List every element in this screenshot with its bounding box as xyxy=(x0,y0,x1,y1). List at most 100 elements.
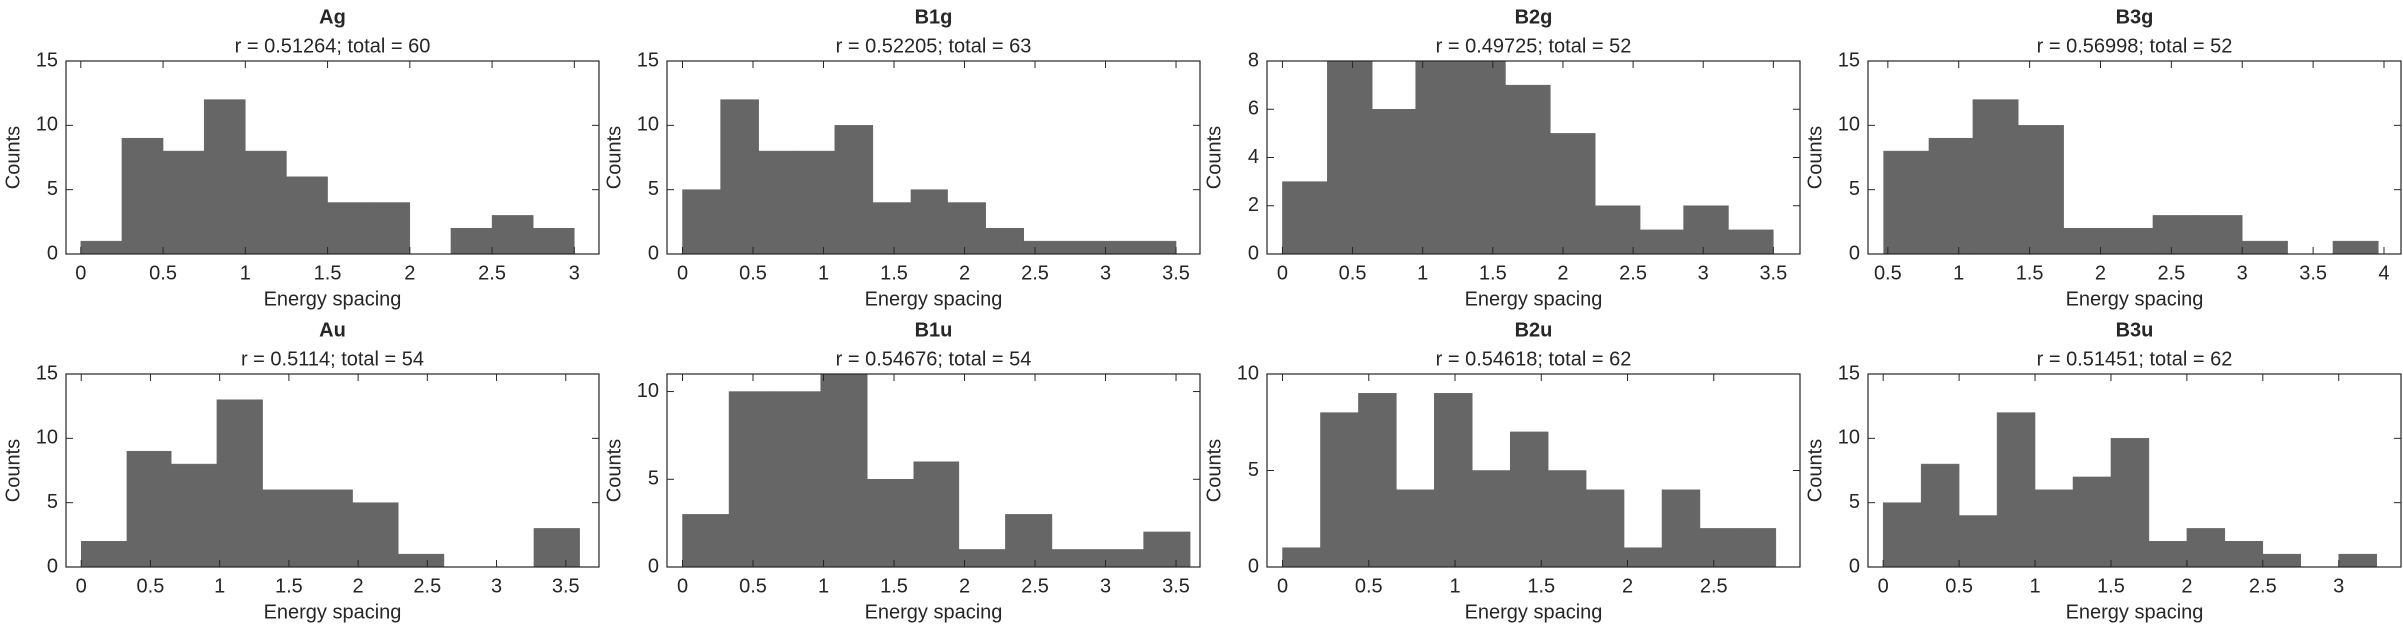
bar xyxy=(2224,541,2264,567)
y-axis-label: Counts xyxy=(1203,439,1225,502)
x-tick-label: 2.5 xyxy=(2157,262,2185,284)
bar xyxy=(1137,240,1177,254)
title: Ag xyxy=(319,6,346,28)
bars xyxy=(682,99,1177,254)
bar xyxy=(1282,181,1328,254)
subplot: 0 0.5 1 1.5 2 2.5 3 3.5 0 5 10 15 Au r = 0.5114; tota… xyxy=(2,319,600,623)
x-tick-label: 3.5 xyxy=(1162,262,1190,284)
subplot: 0 0.5 1 1.5 2 2.5 0 5 10 B2u r = 0.54618; total = … xyxy=(1203,319,1801,623)
bar xyxy=(1051,549,1099,567)
bar xyxy=(1327,61,1373,254)
y-tick-label: 8 xyxy=(1248,49,1259,71)
bar xyxy=(245,150,287,254)
x-tick-label: 1.5 xyxy=(275,575,303,597)
x-tick-label: 0 xyxy=(76,575,87,597)
bar xyxy=(2018,125,2064,254)
bar xyxy=(682,189,721,254)
x-tick-label: 3 xyxy=(569,262,580,284)
x-tick-label: 0.5 xyxy=(1874,262,1902,284)
bar xyxy=(1972,99,2019,254)
bar xyxy=(126,450,172,567)
x-tick-label: 2.5 xyxy=(1021,575,1049,597)
y-tick-label: 6 xyxy=(1248,98,1259,120)
x-tick-label: 3 xyxy=(2237,262,2248,284)
y-tick-label: 5 xyxy=(1248,459,1259,481)
bar xyxy=(1920,463,1960,567)
bar xyxy=(216,399,263,567)
bar xyxy=(352,502,399,567)
bar xyxy=(866,479,915,567)
x-tick-label: 3 xyxy=(2333,575,2344,597)
y-tick-label: 15 xyxy=(637,49,659,71)
x-tick-label: 0 xyxy=(1878,575,1889,597)
bars xyxy=(1282,393,1777,567)
bar xyxy=(758,150,797,254)
subtitle: r = 0.52205; total = 63 xyxy=(836,35,1032,57)
bar xyxy=(796,150,836,254)
axes-box xyxy=(1867,60,2402,255)
y-tick-label: 10 xyxy=(637,380,659,402)
x-tick-label: 0 xyxy=(1277,262,1288,284)
y-axis-label: Counts xyxy=(1804,126,1826,189)
y-tick-label: 10 xyxy=(637,114,659,136)
bar xyxy=(947,202,986,254)
bar xyxy=(1061,240,1101,254)
x-tick-label: 1 xyxy=(818,262,829,284)
bar xyxy=(910,189,948,254)
bar xyxy=(1958,515,1998,567)
y-tick-label: 0 xyxy=(1248,555,1259,577)
x-tick-label: 2.5 xyxy=(2249,575,2277,597)
x-tick-label: 1 xyxy=(818,575,829,597)
y-tick-label: 5 xyxy=(1849,178,1860,200)
y-axis-label: Counts xyxy=(603,126,625,189)
bar xyxy=(1737,528,1777,567)
y-tick-label: 15 xyxy=(36,49,58,71)
bar xyxy=(834,125,874,254)
bar xyxy=(1594,205,1641,254)
bar xyxy=(1282,547,1321,567)
subplot: 0 0.5 1 1.5 2 2.5 3 3.5 0 5 10 15 B1g r = 0.52205; to… xyxy=(603,6,1201,310)
axes-box xyxy=(1867,373,2402,568)
axes-box xyxy=(65,60,600,255)
x-tick-label: 1.5 xyxy=(880,262,908,284)
x-tick-label: 2.5 xyxy=(1700,575,1728,597)
bar xyxy=(533,528,580,567)
bar xyxy=(1460,61,1506,254)
bars xyxy=(1282,61,1774,254)
x-axis-label: Energy spacing xyxy=(1465,601,1603,623)
bar xyxy=(1928,137,1974,254)
bar xyxy=(2332,240,2379,254)
x-tick-label: 0.5 xyxy=(137,575,165,597)
y-tick-label: 5 xyxy=(47,491,58,513)
axes-box xyxy=(65,373,600,568)
x-tick-label: 2 xyxy=(404,262,415,284)
bars xyxy=(80,99,575,254)
bar xyxy=(773,391,821,567)
bar xyxy=(398,553,445,567)
x-tick-label: 0 xyxy=(1277,575,1288,597)
axes-box xyxy=(666,373,1201,568)
bar xyxy=(1005,514,1053,567)
subtitle: r = 0.56998; total = 52 xyxy=(2037,35,2233,57)
bar xyxy=(2152,215,2199,254)
title: B1g xyxy=(915,6,953,28)
x-tick-label: 0.5 xyxy=(739,262,767,284)
x-tick-label: 2 xyxy=(959,262,970,284)
y-tick-label: 2 xyxy=(1248,194,1259,216)
x-tick-label: 1.5 xyxy=(880,575,908,597)
x-axis-label: Energy spacing xyxy=(264,601,402,623)
bar xyxy=(491,215,534,254)
bar xyxy=(1550,133,1596,254)
bar xyxy=(532,228,575,254)
bar xyxy=(913,461,960,567)
title: B2u xyxy=(1515,319,1553,341)
bar xyxy=(1639,229,1684,254)
bar xyxy=(2241,240,2288,254)
subtitle: r = 0.51264; total = 60 xyxy=(235,35,431,57)
x-tick-label: 3 xyxy=(1698,262,1709,284)
bar xyxy=(1472,470,1511,567)
bar xyxy=(1883,150,1930,254)
x-tick-label: 2 xyxy=(2181,575,2192,597)
x-tick-label: 2.5 xyxy=(413,575,441,597)
y-tick-label: 10 xyxy=(36,427,58,449)
